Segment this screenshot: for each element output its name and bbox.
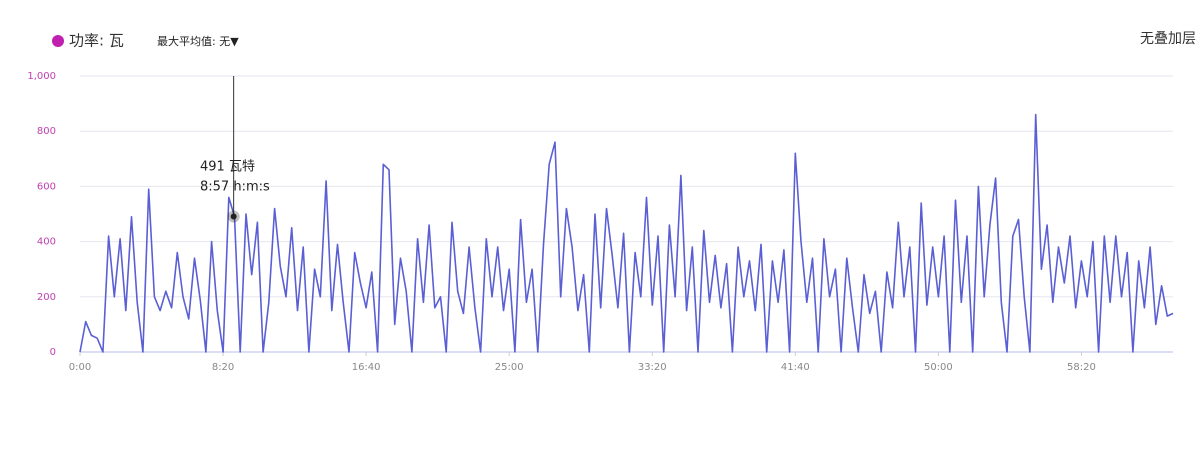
x-tick-label: 58:20 [1067,362,1096,373]
y-tick-label: 800 [37,126,56,137]
x-tick-label: 25:00 [495,362,524,373]
x-tick-label: 8:20 [212,362,234,373]
x-tick-label: 41:40 [781,362,810,373]
y-tick-label: 0 [50,347,56,358]
legend-swatch [52,35,64,47]
x-tick-label: 33:20 [638,362,667,373]
x-tick-label: 16:40 [352,362,381,373]
tooltip-dot [230,213,237,220]
dropdown[interactable]: 最大平均值: 无▼ [157,34,239,48]
overlay-button[interactable]: 无叠加层 [1140,31,1196,47]
x-tick-label: 0:00 [69,362,91,373]
y-tick-label: 200 [37,292,56,303]
legend-label[interactable]: 功率: 瓦 [69,32,124,50]
power-line [79,113,1174,353]
y-tick-label: 600 [37,181,56,192]
tooltip-value: 491 瓦特 [200,160,255,175]
x-tick-label: 50:00 [924,362,953,373]
tooltip-time: 8:57 h:m:s [200,180,270,195]
y-tick-label: 400 [37,237,56,248]
y-tick-label: 1,000 [27,71,56,82]
